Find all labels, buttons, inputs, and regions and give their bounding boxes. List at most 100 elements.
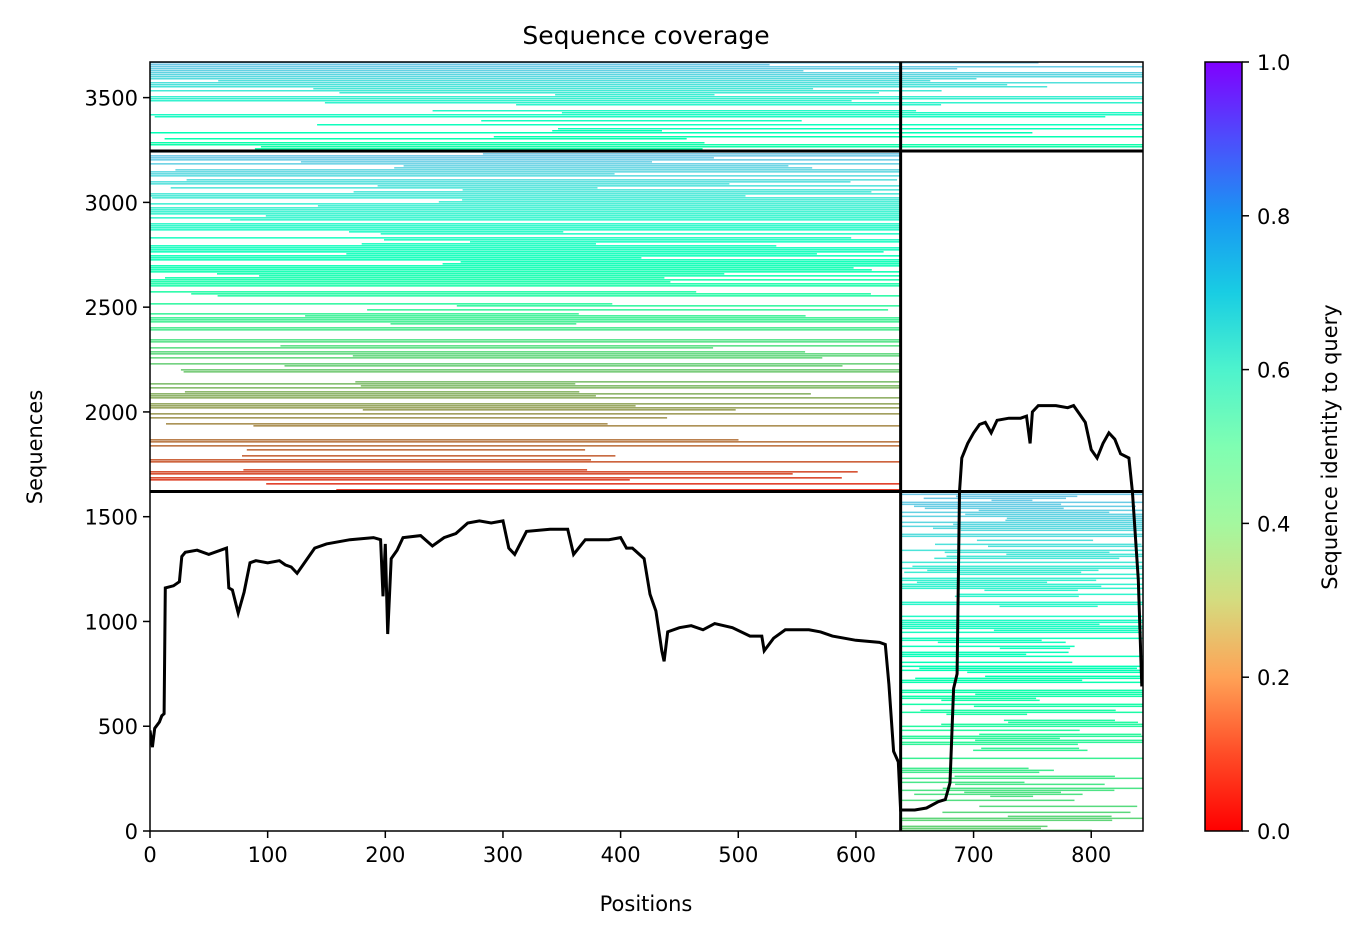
- colorbar-tick-label: 0.4: [1257, 512, 1290, 536]
- coverage-row: [150, 195, 746, 197]
- coverage-row: [991, 499, 1033, 502]
- coverage-row: [150, 471, 858, 473]
- coverage-row: [900, 743, 1078, 746]
- coverage-row: [254, 148, 703, 150]
- coverage-row: [960, 529, 1143, 532]
- coverage-row: [900, 799, 1075, 802]
- coverage-row: [900, 703, 1143, 706]
- coverage-row: [900, 827, 1041, 830]
- coverage-row: [150, 319, 901, 321]
- x-tick-label: 400: [601, 843, 641, 867]
- coverage-row: [900, 725, 1143, 728]
- coverage-row: [150, 223, 901, 225]
- coverage-row: [900, 623, 1100, 626]
- coverage-row: [355, 381, 901, 383]
- coverage-row: [900, 619, 1143, 622]
- coverage-row: [900, 533, 1143, 536]
- coverage-row: [150, 413, 901, 415]
- heatmap-block-3: [900, 491, 1143, 831]
- y-tick-label: 3000: [85, 191, 138, 215]
- coverage-row: [150, 441, 901, 443]
- coverage-row: [973, 705, 1143, 708]
- coverage-row: [900, 561, 1143, 564]
- coverage-row: [361, 243, 596, 245]
- coverage-row: [150, 357, 823, 359]
- colorbar-tick-label: 0.0: [1257, 820, 1290, 844]
- heatmap-block-1: [150, 62, 1143, 152]
- coverage-row: [150, 397, 901, 399]
- coverage-row: [150, 477, 842, 479]
- x-axis-label: Positions: [600, 892, 693, 916]
- heatmap-block-2: [150, 151, 901, 491]
- coverage-row: [150, 159, 901, 161]
- coverage-row: [900, 669, 1143, 672]
- coverage-row: [150, 183, 730, 185]
- coverage-row: [955, 783, 1105, 786]
- coverage-row: [253, 425, 901, 427]
- coverage-row: [900, 691, 1143, 694]
- coverage-row: [150, 329, 901, 331]
- coverage-row: [246, 449, 586, 451]
- coverage-row: [900, 493, 1143, 496]
- coverage-row: [985, 675, 1143, 678]
- coverage-row: [150, 403, 901, 405]
- coverage-row: [900, 645, 1075, 648]
- coverage-row: [993, 629, 1139, 632]
- coverage-row: [1003, 719, 1115, 722]
- coverage-row: [912, 565, 1143, 568]
- y-tick-label: 1000: [85, 610, 138, 634]
- coverage-row: [900, 535, 1143, 538]
- coverage-row: [317, 205, 901, 207]
- y-tick-label: 2000: [85, 401, 138, 425]
- coverage-row: [493, 136, 1143, 138]
- coverage-row: [218, 80, 931, 82]
- coverage-row: [266, 483, 901, 485]
- coverage-row: [150, 209, 901, 211]
- coverage-row: [150, 227, 901, 229]
- coverage-row: [150, 157, 714, 159]
- coverage-row: [460, 261, 901, 263]
- coverage-row: [900, 653, 1027, 656]
- coverage-row: [150, 211, 901, 213]
- x-tick-label: 700: [954, 843, 994, 867]
- coverage-row: [900, 711, 1143, 714]
- coverage-row: [150, 247, 901, 249]
- block-boundaries: [150, 62, 1143, 831]
- coverage-row: [900, 621, 1143, 624]
- coverage-row: [150, 259, 901, 261]
- coverage-row: [456, 305, 901, 307]
- coverage-row: [900, 729, 1080, 732]
- coverage-row: [975, 693, 1143, 696]
- coverage-row: [900, 819, 1113, 822]
- x-tick-label: 200: [365, 843, 405, 867]
- coverage-row: [150, 473, 793, 475]
- coverage-row: [900, 577, 1143, 580]
- coverage-row: [900, 525, 1143, 528]
- coverage-row: [349, 231, 564, 233]
- coverage-row: [900, 817, 1143, 820]
- coverage-row: [217, 273, 725, 275]
- coverage-row: [300, 161, 652, 163]
- coverage-row: [186, 179, 898, 181]
- coverage-row: [150, 417, 668, 419]
- coverage-row: [150, 445, 901, 447]
- coverage-row: [552, 130, 662, 132]
- coverage-row: [150, 267, 854, 269]
- coverage-row: [900, 741, 1143, 744]
- coverage-row: [900, 583, 1143, 586]
- coverage-row: [900, 769, 1054, 772]
- coverage-row: [150, 142, 705, 144]
- coverage-row: [352, 355, 901, 357]
- coverage-row: [184, 391, 580, 393]
- coverage-row: [965, 513, 1143, 516]
- colorbar-label: Sequence identity to query: [1318, 304, 1342, 589]
- coverage-row: [150, 66, 1143, 68]
- coverage-row: [900, 771, 1040, 774]
- coverage-row: [150, 439, 739, 441]
- coverage-row: [150, 74, 1143, 76]
- coverage-row: [916, 581, 1048, 584]
- coverage-row: [305, 315, 806, 317]
- coverage-row: [150, 171, 901, 173]
- x-axis: 0 100 200 300 400 500 600 700 800: [143, 831, 1111, 867]
- coverage-row: [150, 144, 1143, 146]
